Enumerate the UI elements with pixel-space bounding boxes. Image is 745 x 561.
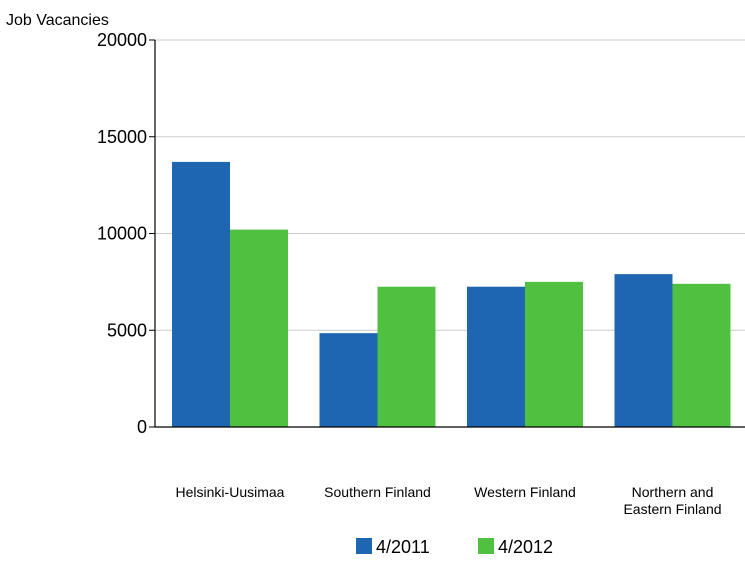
legend-label: 4/2012 — [498, 537, 553, 557]
x-tick-label-line: Helsinki-Uusimaa — [176, 484, 285, 500]
legend-label: 4/2011 — [376, 537, 430, 557]
bars — [172, 161, 731, 427]
x-tick-label: Helsinki-Uusimaa — [176, 484, 285, 500]
bar — [672, 283, 731, 427]
bar — [230, 229, 288, 427]
bar — [525, 281, 583, 427]
y-tick-label: 10000 — [97, 224, 147, 244]
legend: 4/2011 4/2012 — [356, 537, 553, 557]
y-tick-label: 20000 — [97, 30, 147, 50]
x-tick-label-line: Eastern Finland — [623, 501, 721, 517]
x-tick-labels: Helsinki-Uusimaa Southern Finland Western … — [176, 484, 722, 517]
bar — [377, 286, 436, 427]
x-tick-label: Southern Finland — [324, 484, 431, 500]
bar — [319, 333, 378, 427]
bar — [614, 274, 673, 427]
y-tick-label: 15000 — [97, 127, 147, 147]
x-tick-label: Western Finland — [474, 484, 576, 500]
x-tick-label-line: Southern Finland — [324, 484, 431, 500]
y-tick-label: 5000 — [107, 320, 147, 340]
y-axis-label: Job Vacancies — [6, 12, 109, 29]
x-tick-label: Northern and Eastern Finland — [623, 484, 721, 517]
legend-swatch — [356, 538, 372, 554]
bar — [172, 161, 230, 427]
axes — [149, 39, 745, 428]
y-tick-labels: 0 5000 10000 15000 20000 — [97, 30, 147, 437]
legend-swatch — [478, 538, 494, 554]
x-tick-label-line: Northern and — [632, 484, 714, 500]
x-tick-label-line: Western Finland — [474, 484, 576, 500]
bar — [467, 286, 525, 427]
y-tick-label: 0 — [137, 417, 147, 437]
